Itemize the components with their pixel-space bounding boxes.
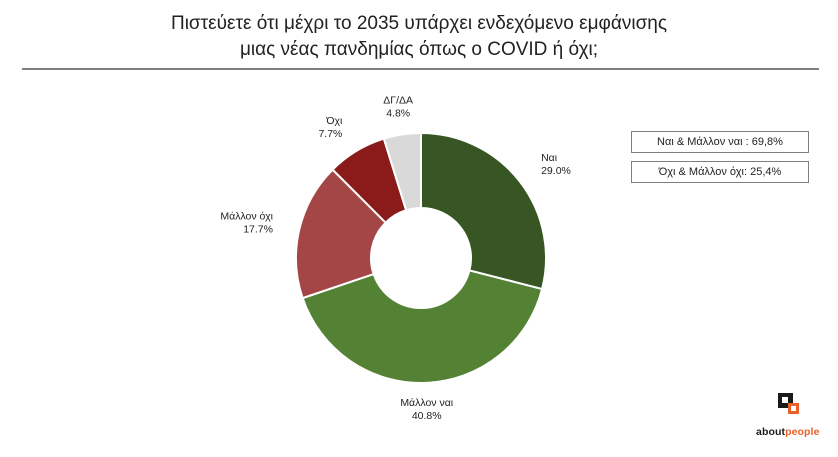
- slice-value-4: 4.8%: [386, 108, 410, 120]
- no-total-text: Όχι & Μάλλον όχι: 25,4%: [658, 166, 782, 178]
- slice-value-0: 29.0%: [541, 165, 571, 177]
- aboutpeople-logo: aboutpeople: [756, 392, 820, 444]
- logo-about: about: [756, 426, 786, 438]
- slice-label-2: Μάλλον όχι 17.7%: [220, 210, 273, 235]
- slice-2: [295, 168, 388, 300]
- slice-name-3: Όχι: [325, 115, 343, 127]
- logo-people: people: [785, 426, 820, 438]
- no-total-box: Όχι & Μάλλον όχι: 25,4%: [631, 161, 809, 183]
- chart-title: Πιστεύετε ότι μέχρι το 2035 υπάρχει ενδε…: [0, 11, 838, 63]
- title-divider: [22, 68, 819, 70]
- slice-value-2: 17.7%: [243, 223, 273, 235]
- slice-4: [382, 131, 422, 212]
- donut-labels: Ναι 29.0% Μάλλον ναι 40.8% Μάλλον όχι 17.7% Όχ…: [220, 95, 570, 422]
- slice-1: [301, 269, 544, 384]
- slice-name-2: Μάλλον όχι: [220, 210, 273, 222]
- chart-title-line-2: μιας νέας πανδημίας όπως ο COVID ή όχι;: [239, 39, 599, 60]
- slice-name-1: Μάλλον ναι: [400, 397, 453, 409]
- slice-value-3: 7.7%: [318, 128, 342, 140]
- slice-label-1: Μάλλον ναι 40.8%: [400, 397, 453, 422]
- logo-wordmark: aboutpeople: [756, 426, 820, 438]
- chart-title-line-1: Πιστεύετε ότι μέχρι το 2035 υπάρχει ενδε…: [170, 13, 668, 34]
- slice-value-1: 40.8%: [412, 410, 442, 422]
- donut-slices: [295, 131, 547, 384]
- slice-name-4: ΔΓ/ΔΑ: [383, 95, 413, 107]
- slice-label-4: ΔΓ/ΔΑ 4.8%: [383, 95, 413, 120]
- yes-total-box: Ναι & Μάλλον ναι : 69,8%: [631, 131, 809, 153]
- slice-label-0: Ναι 29.0%: [541, 152, 571, 177]
- slice-name-0: Ναι: [541, 152, 558, 164]
- slice-label-3: Όχι 7.7%: [318, 115, 343, 140]
- yes-total-text: Ναι & Μάλλον ναι : 69,8%: [657, 136, 783, 148]
- speech-bubble-icon: [778, 393, 799, 414]
- slice-0: [420, 131, 547, 291]
